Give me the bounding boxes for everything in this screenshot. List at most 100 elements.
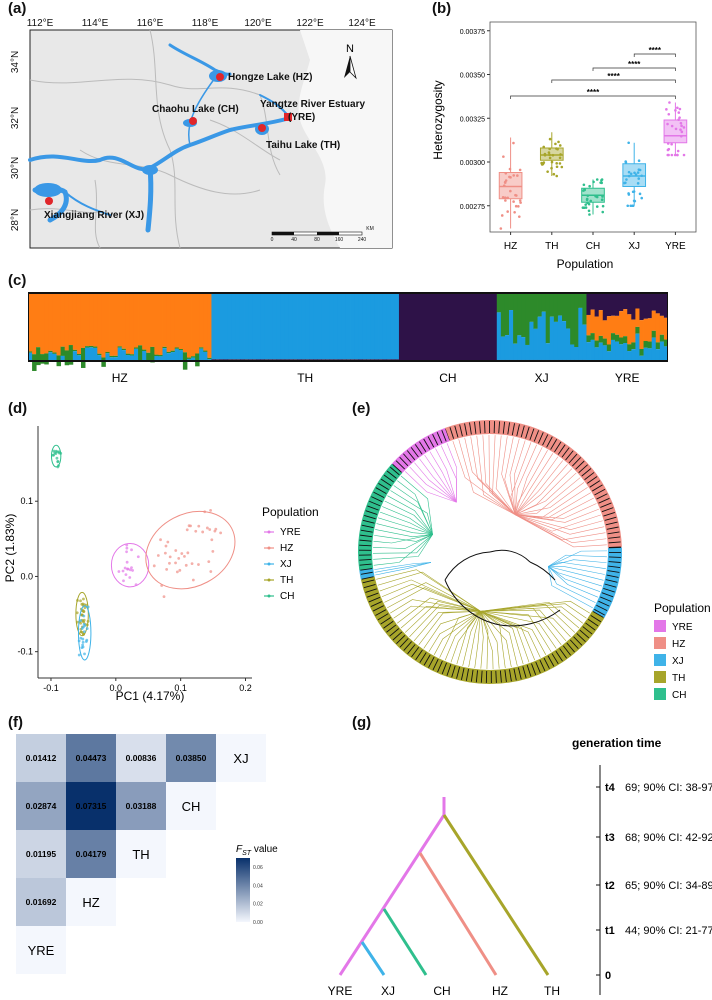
data-point bbox=[680, 124, 683, 128]
data-point bbox=[506, 210, 509, 213]
data-point bbox=[560, 165, 564, 169]
map-panel: Hongze Lake (HZ) Chaohu Lake (CH) Yangtz… bbox=[10, 18, 393, 249]
tip-label-mark bbox=[607, 531, 620, 535]
tip-label-mark bbox=[377, 613, 389, 621]
ancestry-segment bbox=[651, 294, 657, 311]
ancestry-segment bbox=[447, 294, 453, 362]
tip-label-mark bbox=[474, 421, 477, 434]
tip-label-mark bbox=[360, 534, 373, 538]
ancestry-segment bbox=[199, 294, 204, 348]
data-point bbox=[582, 206, 586, 209]
time-label-t1: t1 bbox=[605, 925, 615, 937]
tree-branch bbox=[387, 495, 433, 535]
data-point bbox=[517, 215, 521, 218]
svg-text:240: 240 bbox=[358, 237, 367, 243]
pca-point-hz bbox=[191, 578, 195, 582]
time-value: 65; 90% CI: 34-89 bbox=[625, 880, 712, 892]
confidence-ellipse-xj bbox=[77, 605, 92, 661]
pca-point-th bbox=[79, 599, 82, 603]
x-tick-label: XJ bbox=[628, 241, 640, 252]
pca-point-xj bbox=[79, 619, 83, 622]
dendro-branches bbox=[338, 797, 550, 976]
tip-label-mark bbox=[499, 670, 502, 683]
ancestry-segment bbox=[390, 294, 396, 360]
pca-point-hz bbox=[174, 561, 177, 565]
tip-label-mark bbox=[365, 588, 377, 593]
ancestry-segment bbox=[647, 341, 653, 349]
tip-label-mark bbox=[464, 423, 468, 436]
pca-point-yre bbox=[125, 546, 129, 550]
ancestry-segment bbox=[154, 354, 159, 356]
admixture-structure-plot: HZ TH CH XJ YRE bbox=[28, 292, 668, 385]
ancestry-segment bbox=[631, 342, 636, 350]
tip-label-mark bbox=[370, 601, 382, 607]
colorbar-tick-label: 0.04 bbox=[253, 883, 263, 889]
data-point bbox=[514, 193, 517, 197]
data-point bbox=[503, 181, 507, 184]
tree-branch bbox=[373, 534, 433, 566]
tip-label-mark bbox=[406, 450, 416, 461]
pca-point-hz bbox=[207, 560, 211, 564]
ancestry-segment bbox=[354, 359, 359, 360]
legend-swatch-xj bbox=[654, 654, 666, 666]
tree-branch bbox=[373, 534, 433, 554]
data-point bbox=[540, 163, 544, 166]
tip-label-mark bbox=[508, 669, 512, 682]
tip-label-mark bbox=[365, 510, 378, 515]
tip-label-mark bbox=[600, 596, 612, 602]
ancestry-segment bbox=[594, 340, 600, 348]
tip-label-yre: YRE bbox=[328, 984, 353, 998]
tip-label-mark bbox=[428, 656, 435, 668]
ancestry-segment bbox=[562, 321, 567, 360]
ancestry-segment bbox=[297, 359, 302, 360]
ancestry-segment bbox=[85, 347, 90, 362]
site-marker-ch bbox=[189, 117, 197, 125]
ancestry-segment bbox=[207, 357, 212, 360]
tip-label-mark bbox=[395, 460, 406, 470]
ancestry-segment bbox=[203, 351, 208, 362]
panel-label-c: (c) bbox=[8, 272, 27, 289]
ancestry-segment bbox=[76, 294, 82, 354]
ancestry-segment bbox=[566, 294, 571, 329]
ancestry-segment bbox=[594, 316, 600, 341]
fst-cell bbox=[16, 878, 66, 926]
ancestry-segment bbox=[207, 294, 212, 358]
x-tick-label: CH bbox=[586, 241, 600, 252]
ancestry-segment bbox=[590, 333, 596, 340]
x-tick-label: TH bbox=[545, 241, 558, 252]
ancestry-segment bbox=[590, 339, 596, 362]
pca-point-xj bbox=[82, 622, 86, 626]
data-point bbox=[504, 199, 507, 202]
ancestry-segment bbox=[480, 294, 485, 362]
pca-point-hz bbox=[197, 524, 201, 528]
tip-label-mark bbox=[522, 666, 527, 679]
pca-point-ch bbox=[56, 460, 60, 464]
diag-cell bbox=[16, 926, 66, 974]
ancestry-segment bbox=[76, 353, 82, 356]
ancestry-segment bbox=[411, 294, 416, 362]
tree-branch bbox=[444, 611, 481, 661]
tip-label-mark bbox=[362, 579, 375, 584]
x-tick-label: 0.1 bbox=[174, 683, 187, 693]
pca-point-hz bbox=[175, 570, 179, 574]
tree-branch bbox=[409, 466, 457, 503]
tree-branch bbox=[548, 566, 603, 587]
pca-point-yre bbox=[128, 576, 132, 579]
ancestry-segment bbox=[610, 315, 616, 334]
ancestry-segment bbox=[223, 359, 229, 360]
pca-point-hz bbox=[219, 531, 223, 535]
tip-label-mark bbox=[371, 496, 383, 503]
ancestry-segment bbox=[105, 351, 110, 354]
ancestry-segment bbox=[284, 294, 290, 360]
branch-ch bbox=[382, 908, 428, 976]
tip-label-mark bbox=[380, 617, 391, 625]
ancestry-segment bbox=[178, 348, 184, 351]
ancestry-segment bbox=[89, 294, 94, 346]
time-value: 68; 90% CI: 42-92 bbox=[625, 832, 712, 844]
ancestry-segment bbox=[586, 342, 591, 362]
tree-branch bbox=[514, 447, 543, 515]
ancestry-segment bbox=[525, 294, 530, 345]
pca-point-hz bbox=[185, 528, 189, 532]
ancestry-segment bbox=[195, 353, 200, 367]
tree-branch bbox=[548, 566, 599, 598]
